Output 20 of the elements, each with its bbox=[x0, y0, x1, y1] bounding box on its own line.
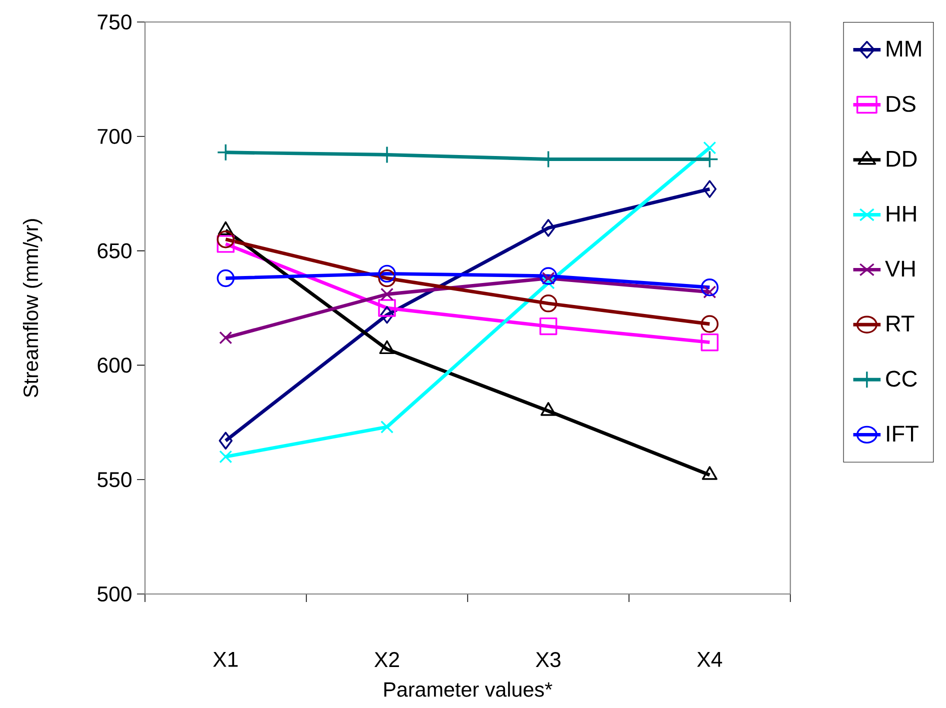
y-tick-label: 700 bbox=[98, 128, 132, 144]
y-tick-label: 550 bbox=[98, 472, 132, 488]
legend-label: IFT bbox=[887, 426, 918, 442]
legend-label: HH bbox=[886, 206, 916, 222]
y-axis-title: Streamflow (mm/yr) bbox=[22, 219, 42, 398]
x-tick-label: X2 bbox=[374, 652, 399, 667]
legend-label: VH bbox=[885, 260, 915, 276]
legend-label: CC bbox=[886, 370, 917, 387]
legend-label: DS bbox=[886, 96, 916, 112]
legend-label: DD bbox=[886, 151, 917, 167]
y-tick-label: 500 bbox=[98, 586, 132, 602]
y-tick-label: 750 bbox=[98, 14, 132, 30]
x-axis-title: Parameter values* bbox=[384, 682, 552, 697]
x-tick-label: X3 bbox=[536, 652, 560, 668]
y-tick-label: 650 bbox=[98, 243, 132, 258]
x-tick-label: X1 bbox=[213, 652, 238, 667]
legend-label: RT bbox=[886, 316, 914, 332]
x-tick-label: X4 bbox=[697, 652, 722, 667]
legend-label: MM bbox=[886, 40, 921, 57]
y-tick-label: 600 bbox=[98, 358, 132, 373]
